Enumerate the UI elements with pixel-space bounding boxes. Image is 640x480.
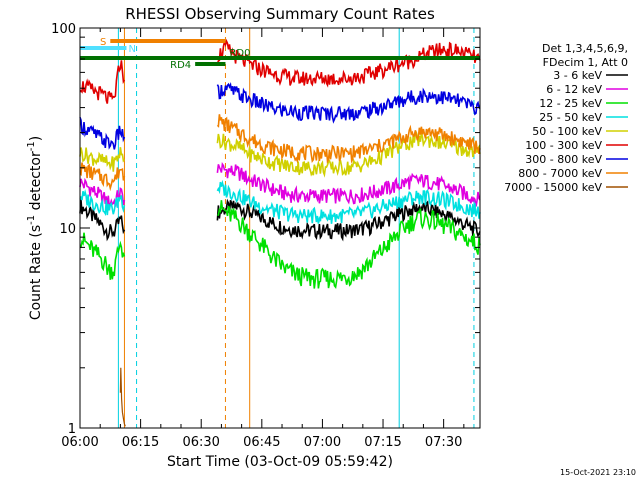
legend-label: 300 - 800 keV [525,153,602,166]
y-axis-label-end: ) [28,136,44,141]
chart-title: RHESSI Observing Summary Count Rates [125,5,435,23]
series-layer [79,38,481,427]
x-axis-label: Start Time (03-Oct-09 05:59:42) [167,454,393,470]
x-tick-label: 06:00 [61,435,98,450]
legend-label: 100 - 300 keV [525,139,602,152]
series-3 [79,200,481,289]
series-line [79,189,126,217]
series-9 [119,367,126,427]
legend-header: Det 1,3,4,5,6,9, [542,42,628,55]
state-bar-label: RD0 [229,48,250,59]
series-line [216,81,481,124]
y-tick-label: 10 [59,222,76,237]
series-line [216,198,481,242]
x-tick-label: 07:15 [364,435,401,450]
series-line [79,199,126,242]
series-line [79,147,126,172]
y-axis-label-sup: -1 [26,215,37,225]
series-line [79,232,126,280]
legend-label: 12 - 25 keV [539,97,602,110]
x-tick-label: 06:15 [122,435,159,450]
y-axis-ticks: 1 10 100 [51,22,480,437]
legend-label: 800 - 7000 keV [518,167,602,180]
state-bar-label: N [128,44,135,55]
attenuator-bars: S N RD0 RD4 [80,37,480,71]
state-bar-rd4 [195,62,226,66]
series-line [216,179,481,224]
series-7 [79,81,481,150]
x-tick-label: 06:45 [243,435,280,450]
state-bar-label: RD4 [170,60,191,71]
series-line [119,367,126,427]
state-bar-rd0 [80,56,480,60]
x-tick-label: 06:30 [182,435,219,450]
series-1 [79,198,481,242]
legend-label: 50 - 100 keV [532,125,602,138]
series-line [217,200,481,289]
series-line [216,38,481,88]
state-bar-label: S [100,37,106,48]
legend-label: 6 - 12 keV [546,83,602,96]
series-line [79,116,126,150]
series-line [79,60,126,104]
series-6 [79,38,481,104]
series-4 [79,179,481,224]
legend-header: FDecim 1, Att 0 [543,56,628,69]
y-axis-label-tail: detector [28,151,44,215]
x-tick-label: 07:30 [425,435,462,450]
footer-timestamp: 15-Oct-2021 23:10 [560,468,636,477]
state-bar-s [110,39,226,43]
legend: Det 1,3,4,5,6,9,FDecim 1, Att 03 - 6 keV… [504,42,628,194]
y-axis-label-sup-2: -1 [26,141,37,151]
x-axis-ticks: 06:00 06:15 06:30 06:45 07:00 07:15 07:30 [61,28,465,450]
state-bar-n [80,46,127,50]
legend-label: 7000 - 15000 keV [504,181,602,194]
legend-label: 25 - 50 keV [539,111,602,124]
y-tick-label: 100 [51,22,76,37]
legend-label: 3 - 6 keV [553,69,602,82]
y-axis-label-main: Count Rate (s [28,225,44,320]
series-line [79,162,126,192]
y-tick-label: 1 [68,422,76,437]
series-8 [79,114,481,192]
y-axis-label: Count Rate (s-1 detector-1) [26,136,44,320]
series-line [216,162,481,207]
series-line [216,114,481,164]
x-tick-label: 07:00 [304,435,341,450]
